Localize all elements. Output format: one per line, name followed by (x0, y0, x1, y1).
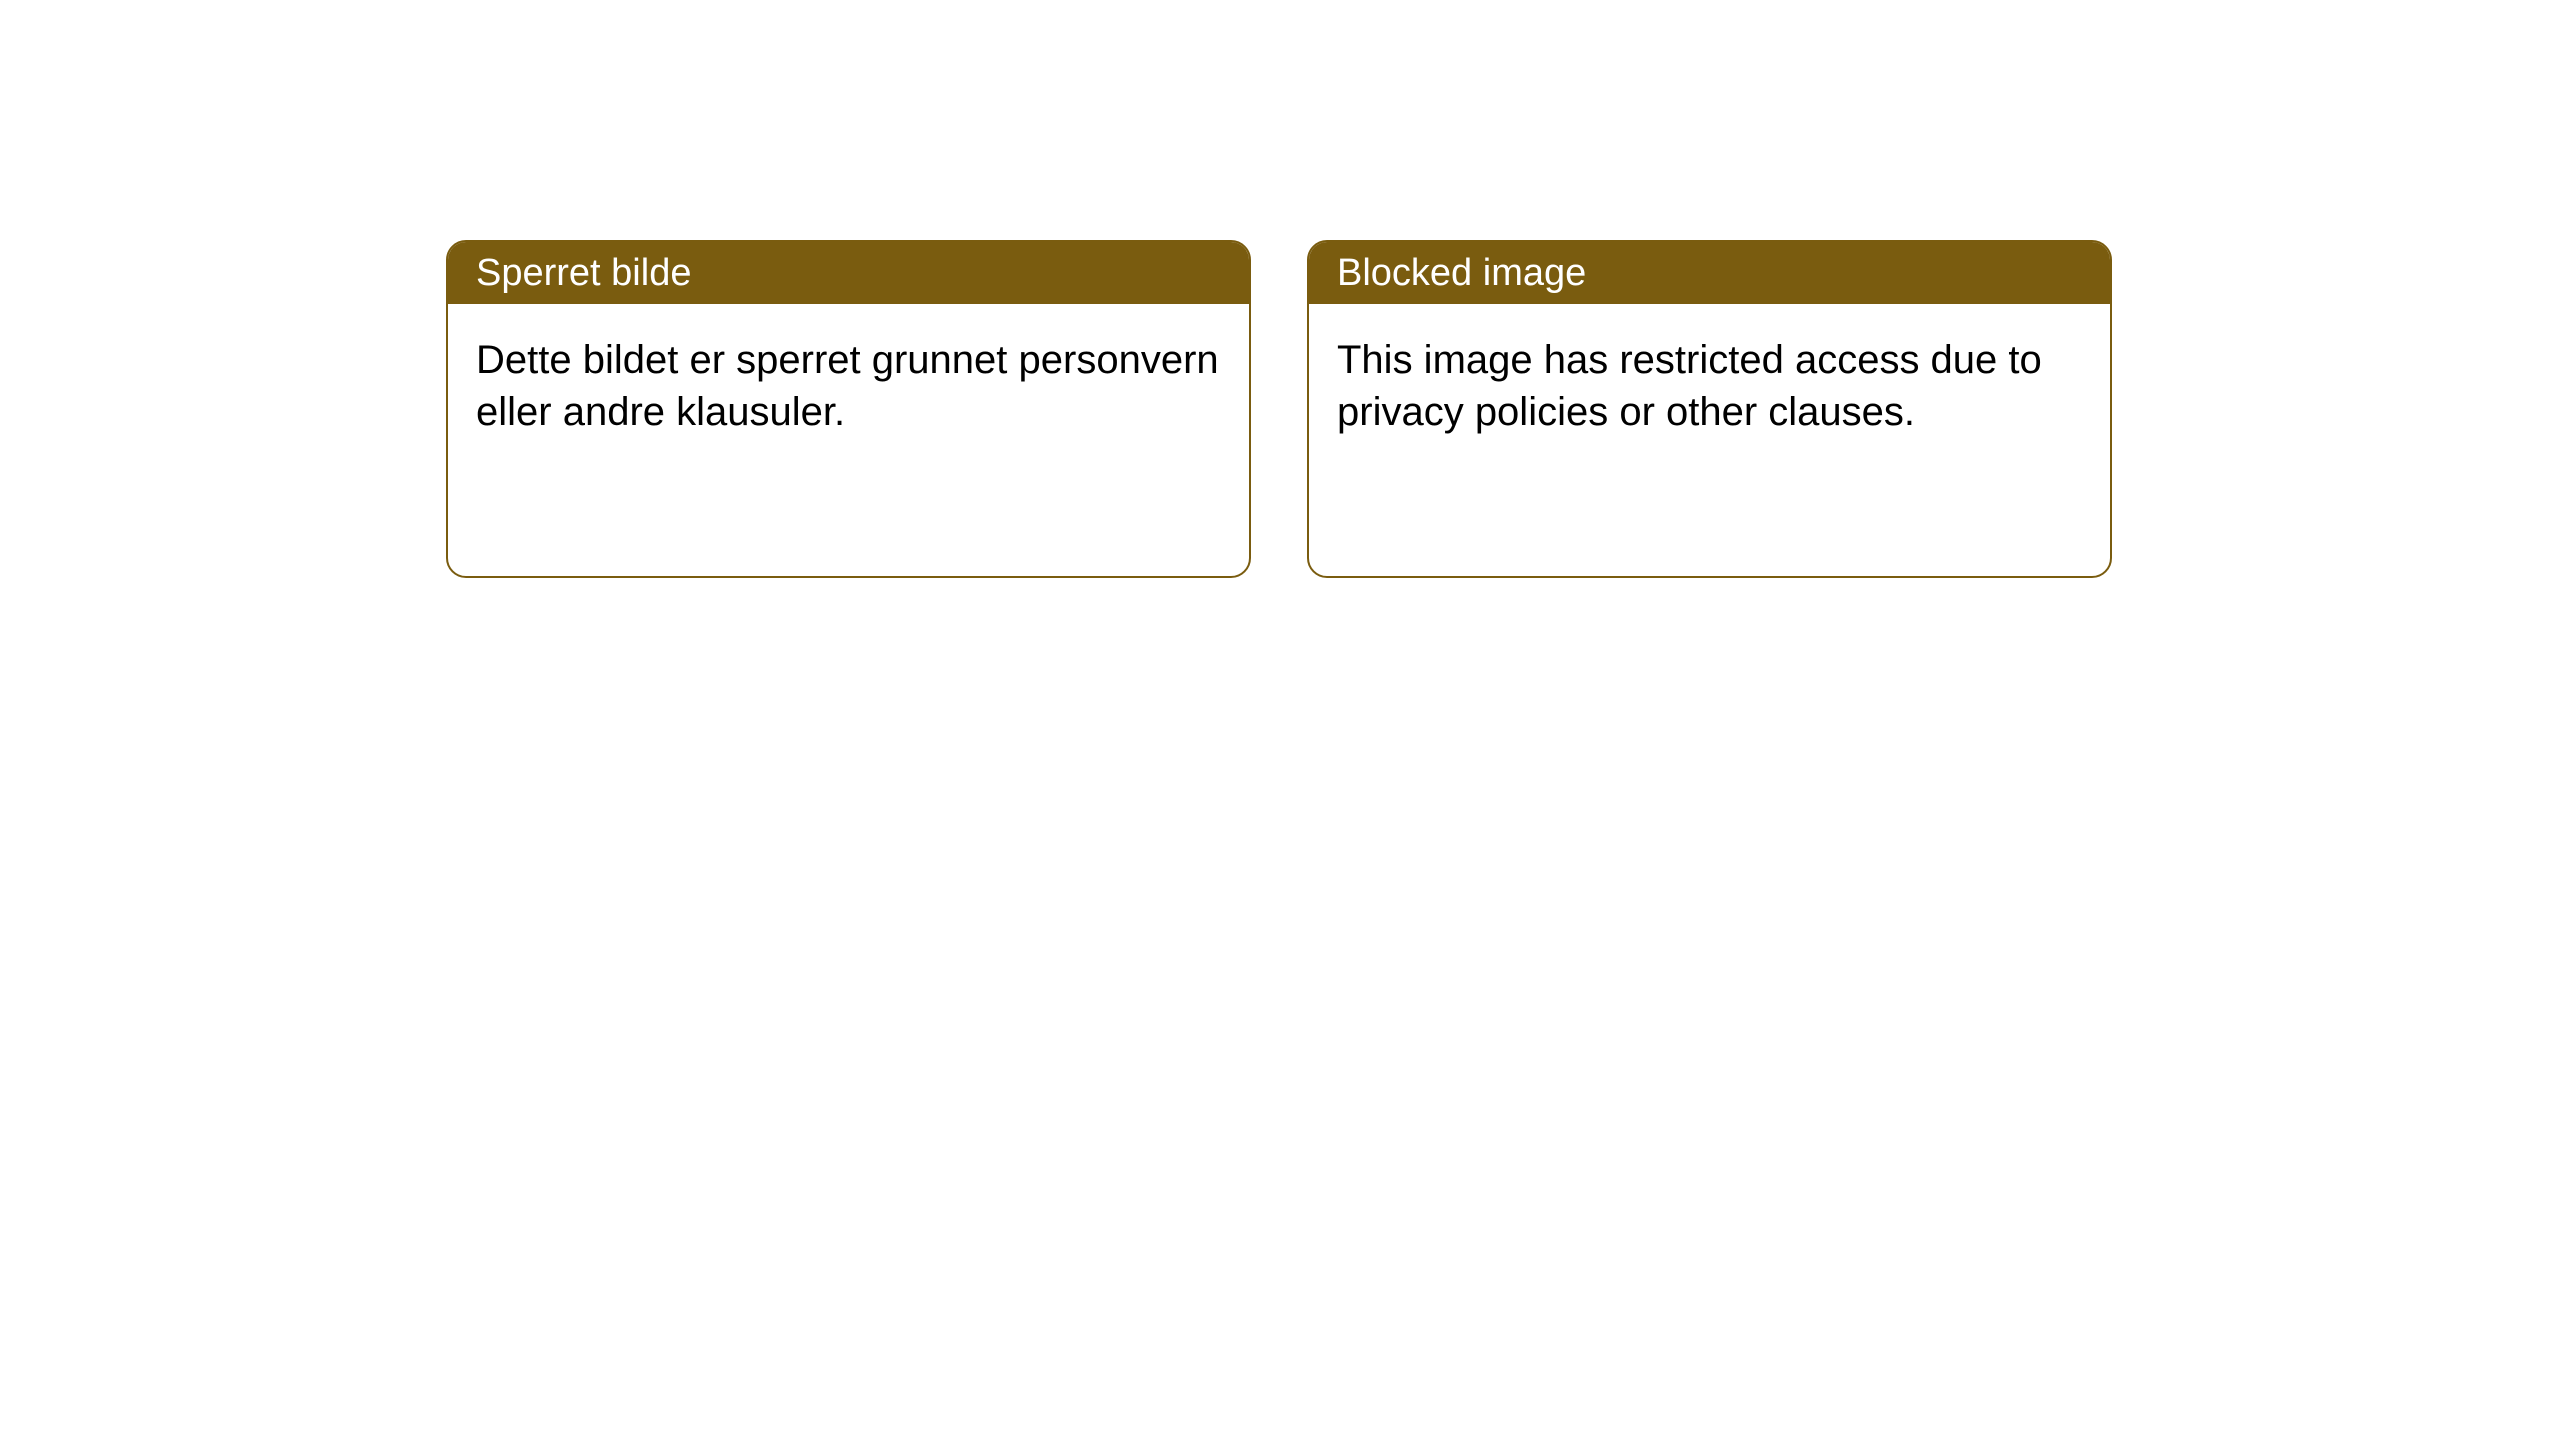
notice-body-text: Dette bildet er sperret grunnet personve… (476, 338, 1219, 434)
notice-container: Sperret bilde Dette bildet er sperret gr… (0, 0, 2560, 578)
notice-title: Sperret bilde (476, 252, 691, 295)
notice-header: Blocked image (1309, 242, 2110, 304)
notice-title: Blocked image (1337, 252, 1586, 295)
notice-body: This image has restricted access due to … (1309, 304, 2110, 468)
notice-box-norwegian: Sperret bilde Dette bildet er sperret gr… (446, 240, 1251, 578)
notice-body: Dette bildet er sperret grunnet personve… (448, 304, 1249, 468)
notice-box-english: Blocked image This image has restricted … (1307, 240, 2112, 578)
notice-header: Sperret bilde (448, 242, 1249, 304)
notice-body-text: This image has restricted access due to … (1337, 338, 2042, 434)
